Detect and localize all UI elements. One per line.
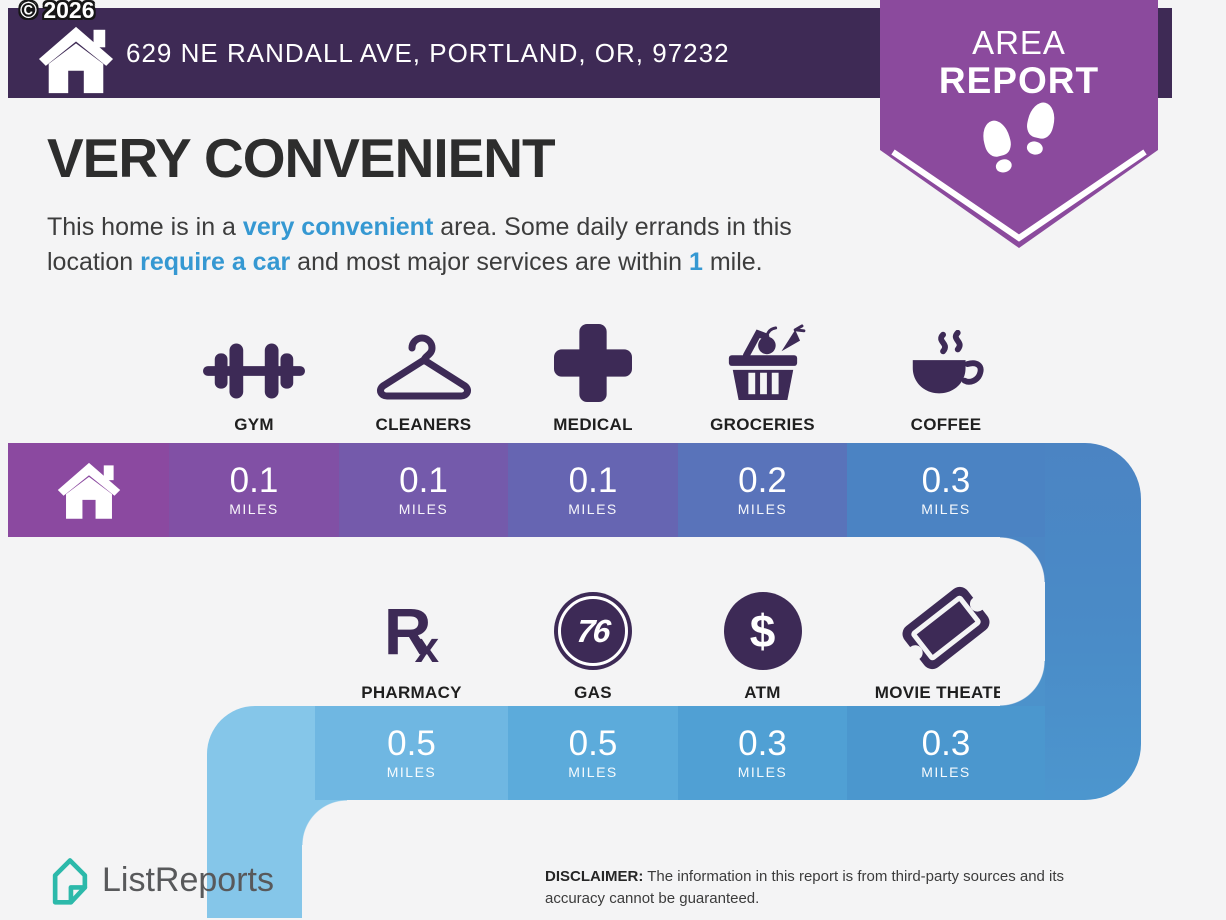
desc-highlight: very convenient: [242, 213, 434, 241]
distance-unit: MILES: [568, 764, 618, 781]
amenity-row-1: GYM CLEANERS MEDICAL: [169, 316, 1045, 435]
distance-bar-2: 0.5 MILES 0.5 MILES 0.3 MILES 0.3 MILES: [207, 706, 1045, 800]
badge-line1: AREA: [972, 24, 1066, 61]
distance-cell: 0.1 MILES: [169, 443, 339, 537]
amenity-movie-theater: MOVIE THEATER: [847, 582, 1045, 703]
amenity-cleaners: CLEANERS: [339, 316, 508, 435]
distance-cell: 0.3 MILES: [847, 706, 1045, 800]
home-icon: [57, 462, 120, 519]
walkability-title: VERY CONVENIENT: [47, 127, 556, 189]
amenity-label: MEDICAL: [553, 415, 633, 434]
path-stub-cell: [207, 706, 315, 800]
desc-segment: mile.: [702, 247, 763, 276]
distance-value: 0.3: [921, 723, 971, 763]
dollar-sign-icon: $: [723, 584, 802, 670]
desc-highlight: require a car: [140, 247, 291, 276]
distance-unit: MILES: [921, 501, 971, 518]
distance-cell: 0.2 MILES: [678, 443, 847, 537]
grocery-basket-icon: [719, 316, 807, 402]
coffee-cup-icon: [903, 316, 989, 402]
desc-segment: area. Some daily errands in this: [433, 213, 792, 241]
disclaimer-text: DISCLAIMER: The information in this repo…: [545, 868, 1065, 907]
amenity-label: GROCERIES: [710, 415, 815, 434]
medical-cross-icon: [554, 316, 632, 402]
copyright-text: © 2026: [20, 0, 95, 23]
movie-ticket-icon: [898, 582, 994, 674]
amenity-label: MOVIE THEATER: [874, 683, 1018, 702]
distance-value: 0.1: [229, 460, 279, 500]
desc-segment: location: [47, 247, 141, 276]
distance-cell: 0.1 MILES: [339, 443, 508, 537]
dumbbell-icon: [203, 316, 305, 402]
distance-unit: MILES: [398, 501, 449, 518]
distance-unit: MILES: [568, 501, 618, 518]
walkability-description: This home is in a very convenient area. …: [47, 210, 887, 279]
path-inner-corner: [1000, 661, 1045, 706]
path-right-leg: [1045, 443, 1141, 800]
hanger-icon: [376, 316, 472, 402]
distance-cell: 0.5 MILES: [315, 706, 508, 800]
distance-value: 0.1: [399, 460, 448, 500]
distance-value: 0.1: [568, 460, 618, 500]
badge-pentagon: [880, 0, 1158, 248]
home-icon: [38, 24, 114, 99]
listreports-logo-icon: [44, 852, 96, 913]
distance-cell: 0.3 MILES: [847, 443, 1045, 537]
path-inner-corner: [1000, 537, 1045, 582]
path-left-strip: [207, 799, 302, 918]
distance-value: 0.3: [738, 723, 787, 763]
badge-line2: REPORT: [938, 60, 1100, 101]
distance-value: 0.3: [921, 460, 971, 500]
property-address: 629 NE RANDALL AVE, PORTLAND, OR, 97232: [126, 38, 730, 68]
distance-value: 0.5: [387, 723, 436, 763]
amenity-label: GAS: [574, 683, 612, 702]
distance-cell: 0.1 MILES: [508, 443, 678, 537]
distance-unit: MILES: [921, 764, 971, 781]
distance-cell: 0.3 MILES: [678, 706, 847, 800]
distance-cell: 0.5 MILES: [508, 706, 678, 800]
desc-highlight: 1: [688, 247, 703, 276]
distance-unit: MILES: [737, 501, 788, 518]
amenity-label: PHARMACY: [361, 683, 462, 702]
distance-unit: MILES: [737, 764, 788, 781]
amenity-groceries: GROCERIES: [678, 316, 847, 435]
amenity-medical: MEDICAL: [508, 316, 678, 435]
amenity-label: CLEANERS: [375, 415, 472, 434]
amenity-label: ATM: [744, 683, 781, 702]
distance-bar-1: 0.1 MILES 0.1 MILES 0.1 MILES 0.2 MILES …: [8, 443, 1045, 537]
amenity-label: COFFEE: [910, 415, 982, 434]
gas-76-icon: 76: [554, 584, 632, 670]
amenity-atm: $ ATM: [678, 584, 847, 703]
home-start-cell: [8, 443, 169, 537]
distance-unit: MILES: [386, 764, 437, 781]
path-inner-corner: [302, 800, 347, 845]
desc-segment: and most major services are within: [290, 247, 689, 276]
amenity-gym: GYM: [169, 316, 339, 435]
amenity-coffee: COFFEE: [847, 316, 1045, 435]
distance-unit: MILES: [229, 501, 279, 518]
listreports-brand-text: ListReports: [102, 861, 274, 899]
disclaimer-label: DISCLAIMER:: [545, 868, 644, 885]
desc-segment: This home is in a: [47, 213, 243, 241]
distance-value: 0.5: [568, 723, 618, 763]
distance-value: 0.2: [738, 460, 787, 500]
amenity-gas: 76 GAS: [508, 584, 678, 703]
area-report-badge: AREA REPORT: [880, 0, 1158, 250]
amenity-label: GYM: [234, 415, 274, 434]
